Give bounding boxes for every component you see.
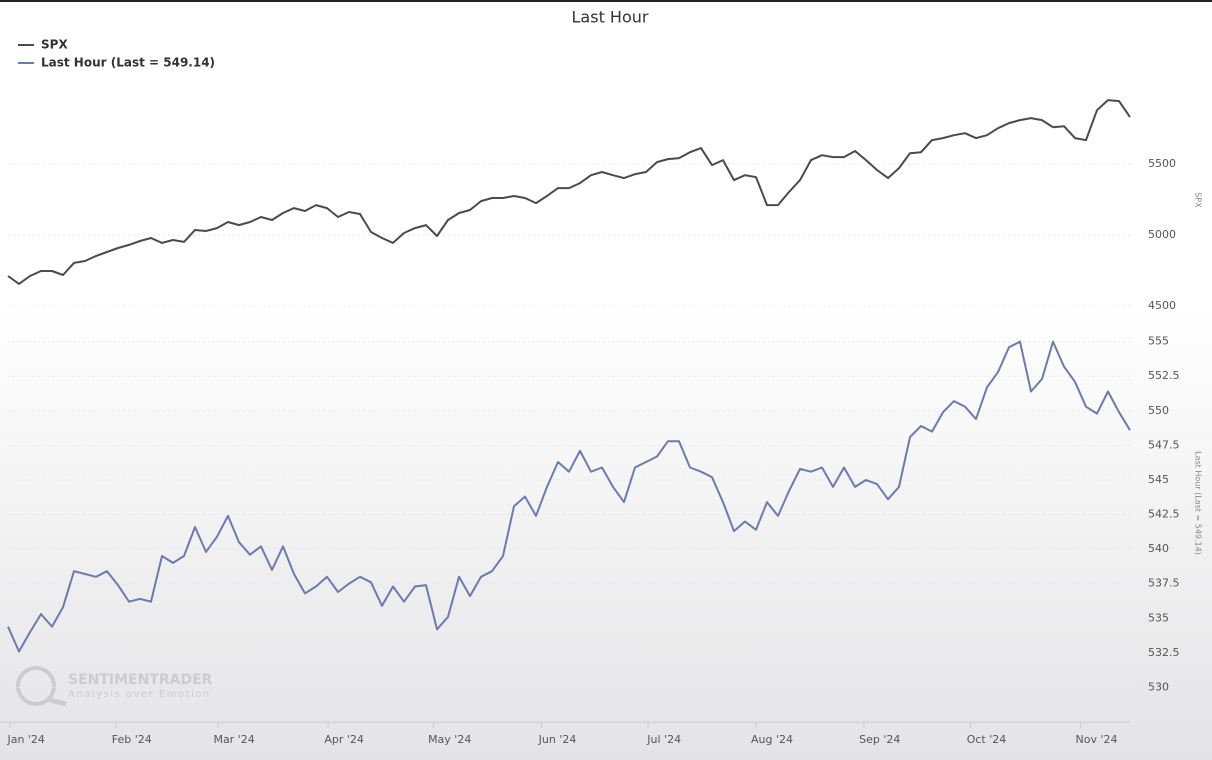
line	[7, 340, 1131, 653]
y-tick-label: 5000	[1148, 228, 1176, 241]
x-tick-label: Jul '24	[646, 733, 681, 746]
y-tick-label: 547.5	[1148, 438, 1180, 451]
y-axis-label: SPX	[1194, 192, 1203, 208]
y-tick-label: 550	[1148, 404, 1169, 417]
y-tick-label: 535	[1148, 611, 1169, 624]
x-tick-label: Apr '24	[324, 733, 364, 746]
x-tick-label: Oct '24	[967, 733, 1007, 746]
y-tick-label: 545	[1148, 473, 1169, 486]
x-tick-label: Jun '24	[538, 733, 577, 746]
chart-title: Last Hour	[572, 8, 649, 27]
line	[7, 99, 1131, 285]
legend-label: Last Hour (Last = 549.14)	[41, 56, 215, 70]
y-tick-label: 552.5	[1148, 369, 1180, 382]
x-tick-label: Jan '24	[6, 733, 44, 746]
x-tick-label: Sep '24	[859, 733, 900, 746]
y-axis-label: Last Hour (Last = 549.14)	[1194, 451, 1203, 555]
watermark: SENTIMENTRADER Analysis over Emotion	[16, 666, 213, 707]
watermark-tagline: Analysis over Emotion	[68, 689, 211, 700]
watermark-icon	[49, 697, 67, 707]
y-tick-label: 4500	[1148, 299, 1176, 312]
y-tick-label: 5500	[1148, 157, 1176, 170]
y-tick-label: 537.5	[1148, 577, 1180, 590]
y-tick-label: 532.5	[1148, 646, 1180, 659]
y-tick-label: 530	[1148, 680, 1169, 693]
top-border	[0, 0, 1212, 2]
y-tick-label: 555	[1148, 335, 1169, 348]
legend-label: SPX	[41, 38, 68, 52]
x-tick-label: Feb '24	[112, 733, 152, 746]
watermark-name: SENTIMENTRADER	[68, 672, 213, 688]
y-tick-label: 540	[1148, 542, 1169, 555]
x-tick-label: Nov '24	[1076, 733, 1118, 746]
y-tick-label: 542.5	[1148, 508, 1180, 521]
x-tick-label: Aug '24	[751, 733, 793, 746]
x-tick-label: Mar '24	[213, 733, 254, 746]
x-tick-label: May '24	[428, 733, 471, 746]
watermark-icon	[16, 666, 56, 706]
